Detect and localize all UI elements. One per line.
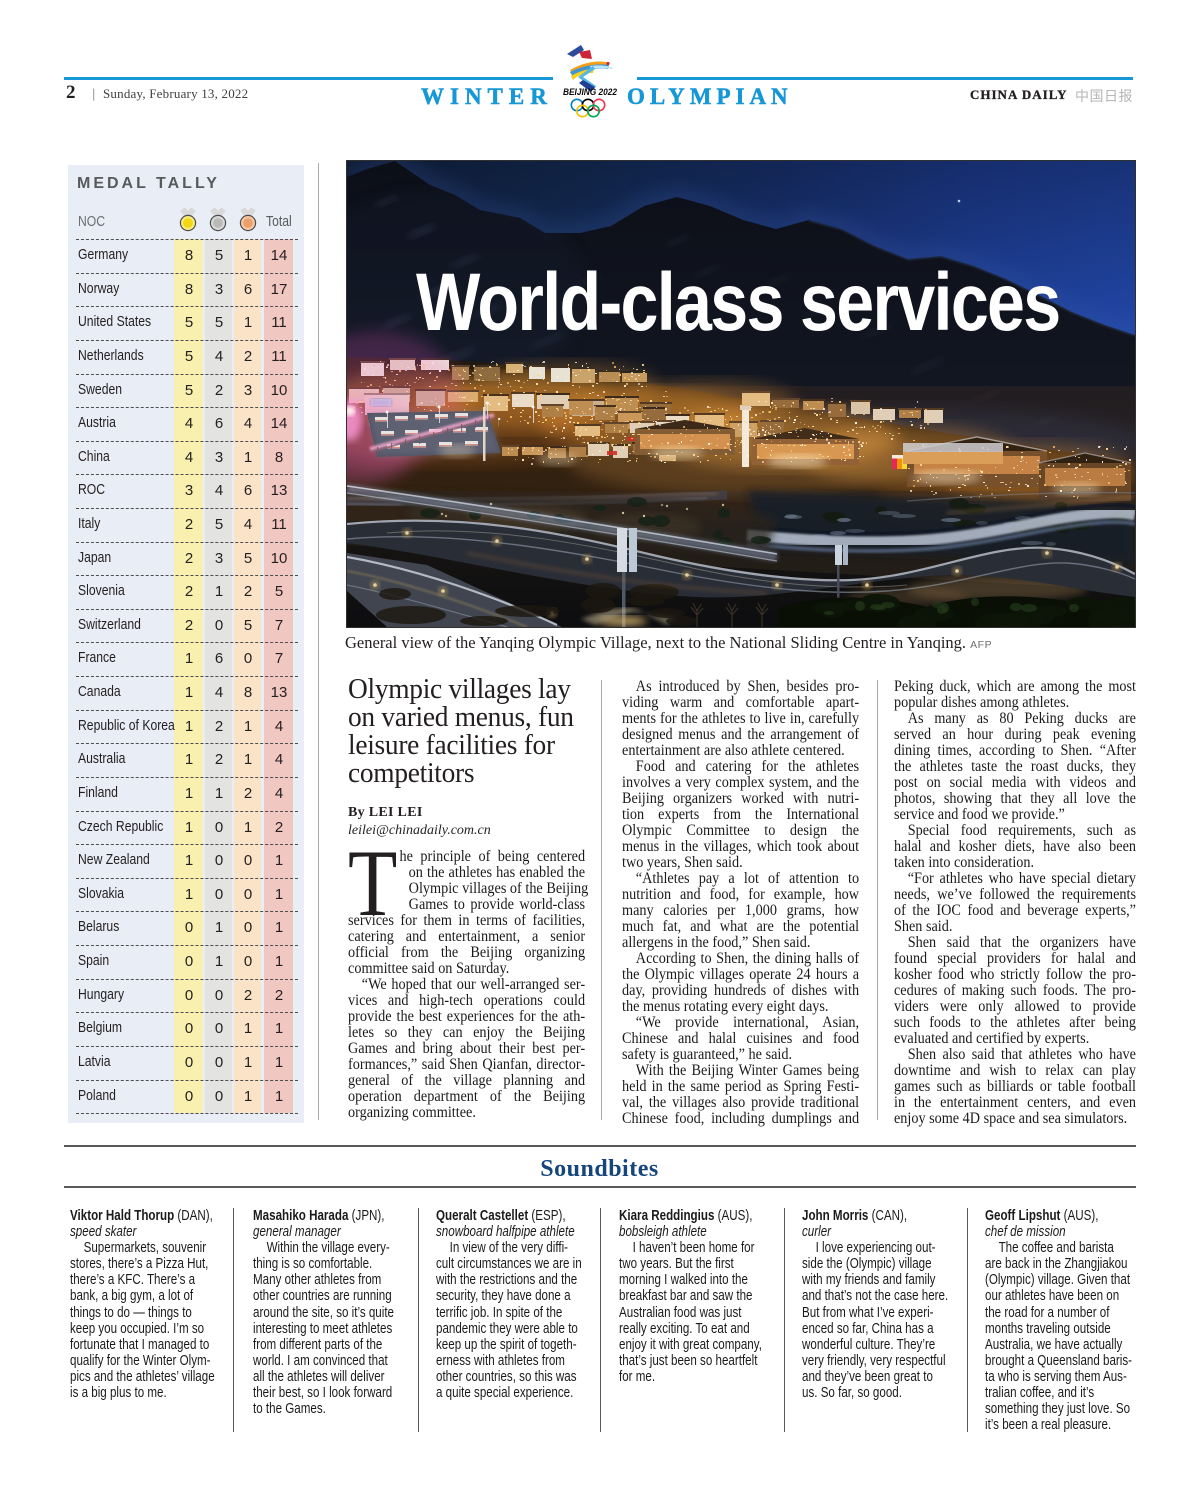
svg-text:BEIJING 2022: BEIJING 2022 xyxy=(563,87,618,98)
